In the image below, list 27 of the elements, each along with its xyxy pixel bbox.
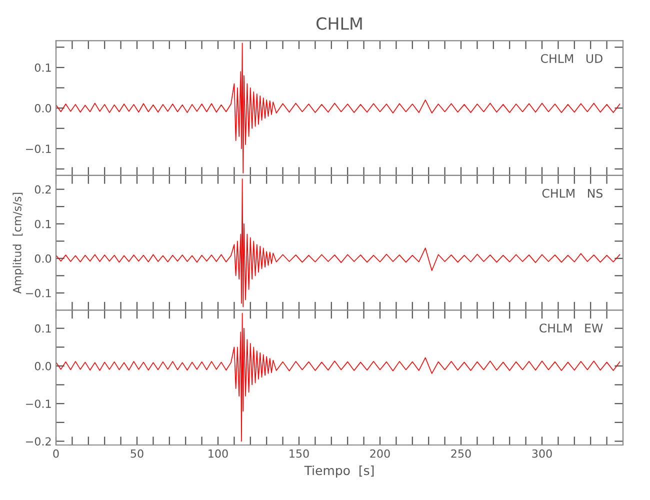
y-tick-label: 0.0: [34, 254, 52, 263]
y-tick-label: 0.2: [34, 185, 51, 194]
x-axis-title: Tiempo [s]: [304, 465, 374, 478]
y-tick-label: −0.1: [26, 288, 51, 298]
annotation: CHLM EW: [540, 324, 603, 333]
y-tick-label: 0.0: [34, 362, 52, 370]
x-tick-label: 250: [451, 449, 471, 458]
chart-title: CHLM: [316, 17, 362, 30]
x-tick-label: 100: [208, 449, 228, 458]
y-tick-label: 0.1: [34, 324, 51, 333]
x-tick-label: 200: [370, 449, 390, 458]
line-series: [56, 42, 620, 174]
x-tick-label: 0: [53, 449, 59, 458]
y-axis-title: Amplitud [cm/s/s]: [12, 192, 24, 294]
y-tick-label: −0.1: [26, 144, 51, 154]
x-tick-label: 300: [532, 449, 552, 458]
y-tick-label: 0.1: [34, 63, 51, 72]
line-series: [56, 312, 620, 442]
y-tick-label: 0.0: [34, 104, 52, 112]
x-tick-label: 150: [290, 449, 309, 458]
annotation: CHLM NS: [542, 188, 602, 198]
line-series: [56, 178, 620, 308]
y-tick-label: −0.1: [26, 400, 51, 408]
annotation: CHLM UD: [540, 54, 602, 63]
y-tick-label: −0.2: [26, 437, 51, 446]
x-tick-label: 50: [130, 449, 144, 458]
y-tick-label: 0.1: [34, 220, 51, 228]
